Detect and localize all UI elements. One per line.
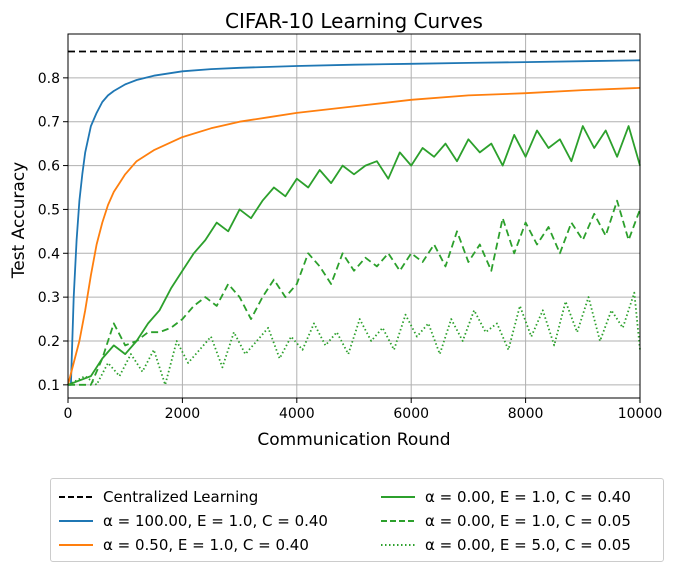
legend-label: α = 0.50, E = 1.0, C = 0.40 — [103, 536, 309, 554]
x-tick-label: 0 — [64, 406, 73, 422]
legend-label: α = 0.00, E = 1.0, C = 0.40 — [425, 488, 631, 506]
y-tick-label: 0.6 — [38, 159, 60, 175]
series-layer — [67, 50, 641, 386]
series-line-5 — [67, 291, 641, 386]
legend-label: α = 0.00, E = 1.0, C = 0.05 — [425, 512, 631, 530]
y-tick-label: 0.7 — [38, 115, 60, 131]
legend-item-centralized: Centralized Learning — [59, 485, 258, 509]
legend-swatch — [59, 544, 93, 546]
x-tick-label: 4000 — [279, 406, 315, 422]
legend-label: α = 0.00, E = 5.0, C = 0.05 — [425, 536, 631, 554]
y-axis-label: Test Accuracy — [9, 162, 29, 280]
series-line-1 — [68, 59, 641, 386]
series-line-2 — [67, 87, 641, 386]
x-axis-label: Communication Round — [257, 430, 450, 450]
legend-item-alpha0-e1-c005: α = 0.00, E = 1.0, C = 0.05 — [381, 509, 631, 533]
legend-swatch — [381, 496, 415, 498]
chart-title: CIFAR-10 Learning Curves — [225, 9, 483, 33]
y-tick-label: 0.4 — [38, 246, 60, 262]
x-tick-label: 8000 — [508, 406, 544, 422]
legend-swatch — [381, 520, 415, 522]
x-tick-label: 2000 — [165, 406, 201, 422]
series-line-4 — [68, 199, 641, 386]
legend-item-alpha050: α = 0.50, E = 1.0, C = 0.40 — [59, 533, 309, 557]
plot-frame — [67, 33, 641, 399]
legend-swatch — [59, 520, 93, 522]
x-tick-label: 10000 — [618, 406, 663, 422]
series-line-3 — [67, 125, 641, 386]
y-tick-label: 0.5 — [38, 202, 60, 218]
legend-label: α = 100.00, E = 1.0, C = 0.40 — [103, 512, 328, 530]
legend-item-alpha100: α = 100.00, E = 1.0, C = 0.40 — [59, 509, 328, 533]
y-tick-label: 0.3 — [38, 290, 60, 306]
legend-swatch — [381, 544, 415, 546]
y-tick-label: 0.2 — [38, 334, 60, 350]
legend: Centralized Learning α = 100.00, E = 1.0… — [50, 478, 664, 562]
legend-label: Centralized Learning — [103, 488, 259, 506]
chart: CIFAR-10 Learning Curves 0 2000 4000 6000 80… — [9, 9, 663, 450]
y-tick-label: 0.8 — [38, 71, 60, 87]
legend-item-alpha0-e5-c005: α = 0.00, E = 5.0, C = 0.05 — [381, 533, 631, 557]
legend-item-alpha0-e1-c040: α = 0.00, E = 1.0, C = 0.40 — [381, 485, 631, 509]
y-tick-label: 0.1 — [38, 378, 60, 394]
axes: 0 2000 4000 6000 8000 10000 0.1 0.2 0.3 0.4 0.5 0.6… — [38, 33, 663, 422]
legend-swatch — [59, 496, 93, 498]
x-tick-label: 6000 — [393, 406, 429, 422]
